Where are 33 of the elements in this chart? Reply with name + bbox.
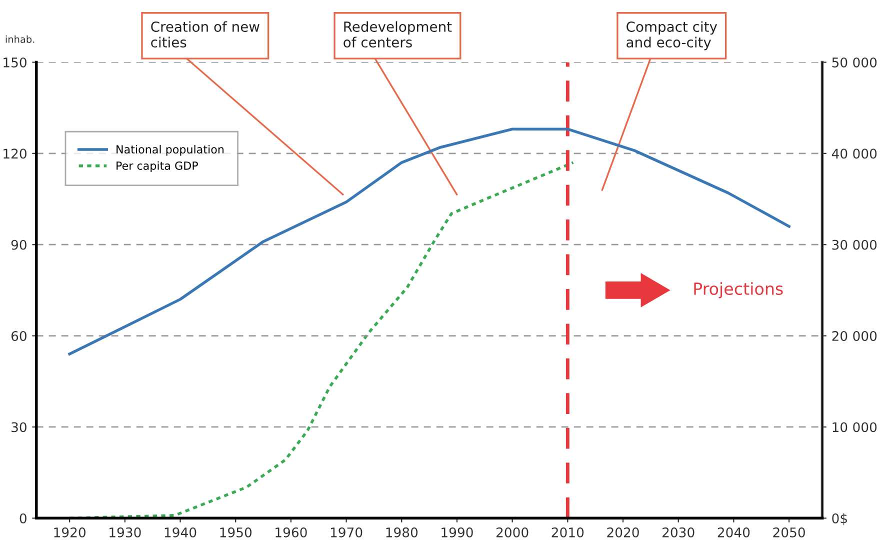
x-tick-label: 1950 xyxy=(220,527,252,538)
y-tick-label: 150 xyxy=(4,57,26,68)
x-tick-label: 1930 xyxy=(110,527,141,538)
x-tick-label: 2040 xyxy=(718,527,750,538)
x-tick-label: 1960 xyxy=(276,527,307,538)
y2-tick-label: 10 000 xyxy=(832,422,877,432)
y2-tick-label: 20 000 xyxy=(832,331,877,341)
y-tick-label: 90 xyxy=(11,240,26,250)
legend-label: Per capita GDP xyxy=(116,161,198,172)
y2-tick-label: 40 000 xyxy=(832,148,877,159)
annotation: Projections xyxy=(694,282,783,298)
x-tick-label: 1920 xyxy=(54,527,86,538)
text: Creation of new cities xyxy=(151,21,260,48)
x-tick-label: 2020 xyxy=(607,527,639,538)
y-tick-label: 60 xyxy=(11,331,26,341)
x-tick-label: 1940 xyxy=(164,527,196,538)
x-tick-label: 1990 xyxy=(442,527,473,538)
y-tick-label: 0 xyxy=(20,513,26,524)
x-tick-label: 2050 xyxy=(773,527,805,538)
legend-label: National population xyxy=(116,144,224,156)
text: Compact city and eco-city xyxy=(626,21,718,50)
x-tick-label: 1970 xyxy=(330,527,362,538)
x-tick-label: 1980 xyxy=(386,527,418,538)
y2-tick-label: 0$ xyxy=(832,513,847,526)
y-tick-label: 30 xyxy=(12,422,26,432)
y-tick-label: 120 xyxy=(4,148,26,159)
text: Redevelopment of centers xyxy=(344,21,452,48)
x-tick-label: 2010 xyxy=(552,527,584,538)
x-tick-label: 2030 xyxy=(662,527,694,538)
x-tick-label: 2000 xyxy=(496,527,528,538)
y2-tick-label: 50 000 xyxy=(832,57,877,68)
y2-tick-label: 30 000 xyxy=(832,240,877,250)
y-axis-title: inhab. xyxy=(6,35,34,43)
